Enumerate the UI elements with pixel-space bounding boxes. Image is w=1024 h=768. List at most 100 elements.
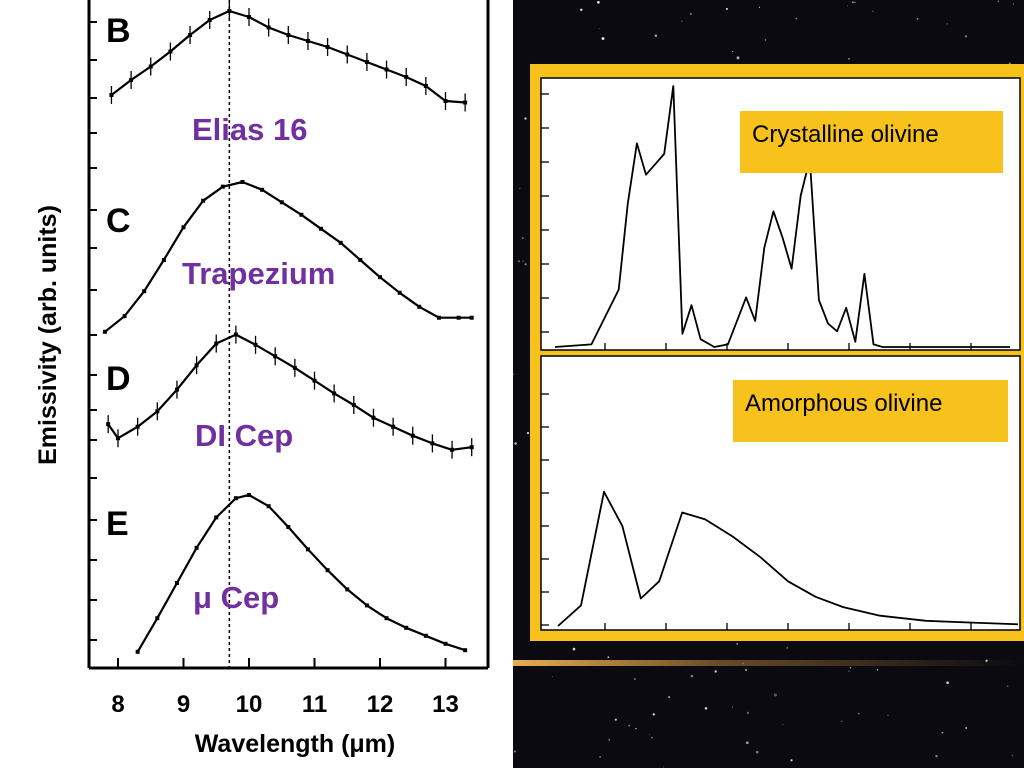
data-point	[201, 198, 206, 203]
data-point	[181, 225, 186, 230]
series-line	[557, 490, 1019, 627]
data-point	[233, 496, 238, 501]
data-point	[168, 49, 173, 54]
data-point	[410, 433, 415, 438]
data-point	[188, 33, 193, 37]
data-point	[469, 315, 474, 320]
star	[848, 670, 850, 672]
series-line	[107, 333, 472, 451]
star	[851, 1, 854, 4]
data-point	[129, 78, 134, 82]
data-point	[404, 75, 409, 79]
star	[841, 720, 843, 722]
data-point	[266, 25, 271, 30]
series-line	[104, 180, 472, 333]
x-tick-label: 11	[302, 691, 327, 718]
series-line	[554, 85, 1010, 348]
star	[572, 647, 576, 651]
data-point	[423, 84, 428, 88]
star	[736, 56, 740, 60]
star	[580, 8, 583, 12]
star	[887, 715, 889, 717]
star	[668, 696, 671, 699]
star	[872, 10, 874, 12]
data-point	[142, 289, 147, 294]
data-point	[436, 315, 441, 320]
star	[941, 731, 944, 734]
data-point	[155, 409, 160, 414]
star	[651, 736, 653, 739]
data-point	[384, 67, 389, 72]
data-point	[135, 649, 140, 654]
data-point	[423, 633, 428, 638]
star	[635, 727, 637, 730]
data-point	[345, 52, 350, 57]
star	[663, 766, 664, 768]
star	[849, 667, 852, 669]
data-point	[286, 525, 291, 529]
star	[745, 668, 748, 671]
data-point	[305, 39, 310, 43]
data-point	[292, 365, 297, 370]
star	[517, 260, 521, 263]
x-tick-label: 13	[432, 691, 459, 718]
star	[652, 713, 655, 716]
star	[704, 707, 708, 710]
star	[681, 20, 683, 22]
star	[935, 754, 938, 758]
star	[773, 693, 777, 697]
star	[725, 7, 728, 10]
data-point	[417, 304, 422, 309]
data-point	[214, 341, 219, 346]
data-point	[430, 441, 435, 446]
star	[997, 0, 1000, 3]
star	[1012, 3, 1014, 5]
star	[614, 718, 617, 721]
data-point	[286, 33, 291, 37]
x-ticks: 8 9 10 11 12 13	[111, 658, 459, 718]
data-point	[233, 332, 238, 337]
x-axis-label: Wavelength (μm)	[195, 730, 396, 758]
data-point	[109, 93, 114, 97]
source-labels: Elias 16 Trapezium DI Cep μ Cep	[182, 112, 335, 615]
star	[731, 706, 734, 708]
light-streak	[513, 660, 1024, 666]
star	[601, 37, 605, 40]
star	[758, 6, 760, 8]
star	[521, 236, 524, 239]
data-point	[220, 184, 225, 189]
source-label: Trapezium	[182, 256, 335, 291]
data-point	[371, 415, 376, 420]
x-tick-label: 9	[177, 691, 190, 718]
star	[1011, 754, 1013, 757]
star	[633, 678, 636, 680]
data-point	[174, 581, 179, 585]
panel-letter: C	[106, 202, 131, 240]
star	[514, 442, 517, 445]
data-point	[332, 391, 337, 396]
panel-letter: E	[106, 505, 129, 543]
star	[790, 759, 793, 762]
series-line	[110, 9, 466, 104]
data-point	[227, 9, 232, 13]
data-point	[450, 447, 455, 452]
x-tick-label: 12	[367, 691, 394, 718]
data-point	[456, 315, 461, 320]
data-point	[443, 99, 448, 103]
data-point	[106, 422, 111, 427]
data-point	[378, 275, 382, 280]
star	[745, 741, 749, 745]
star	[732, 51, 734, 53]
star	[965, 727, 968, 729]
data-point	[279, 200, 284, 205]
data-point	[194, 545, 199, 550]
data-point	[463, 100, 468, 105]
data-point	[351, 402, 356, 407]
star	[598, 28, 600, 30]
data-point	[338, 240, 343, 245]
star	[946, 681, 949, 684]
data-point	[194, 363, 199, 368]
series-group	[102, 2, 474, 654]
source-label: DI Cep	[195, 418, 293, 453]
star	[858, 713, 860, 715]
